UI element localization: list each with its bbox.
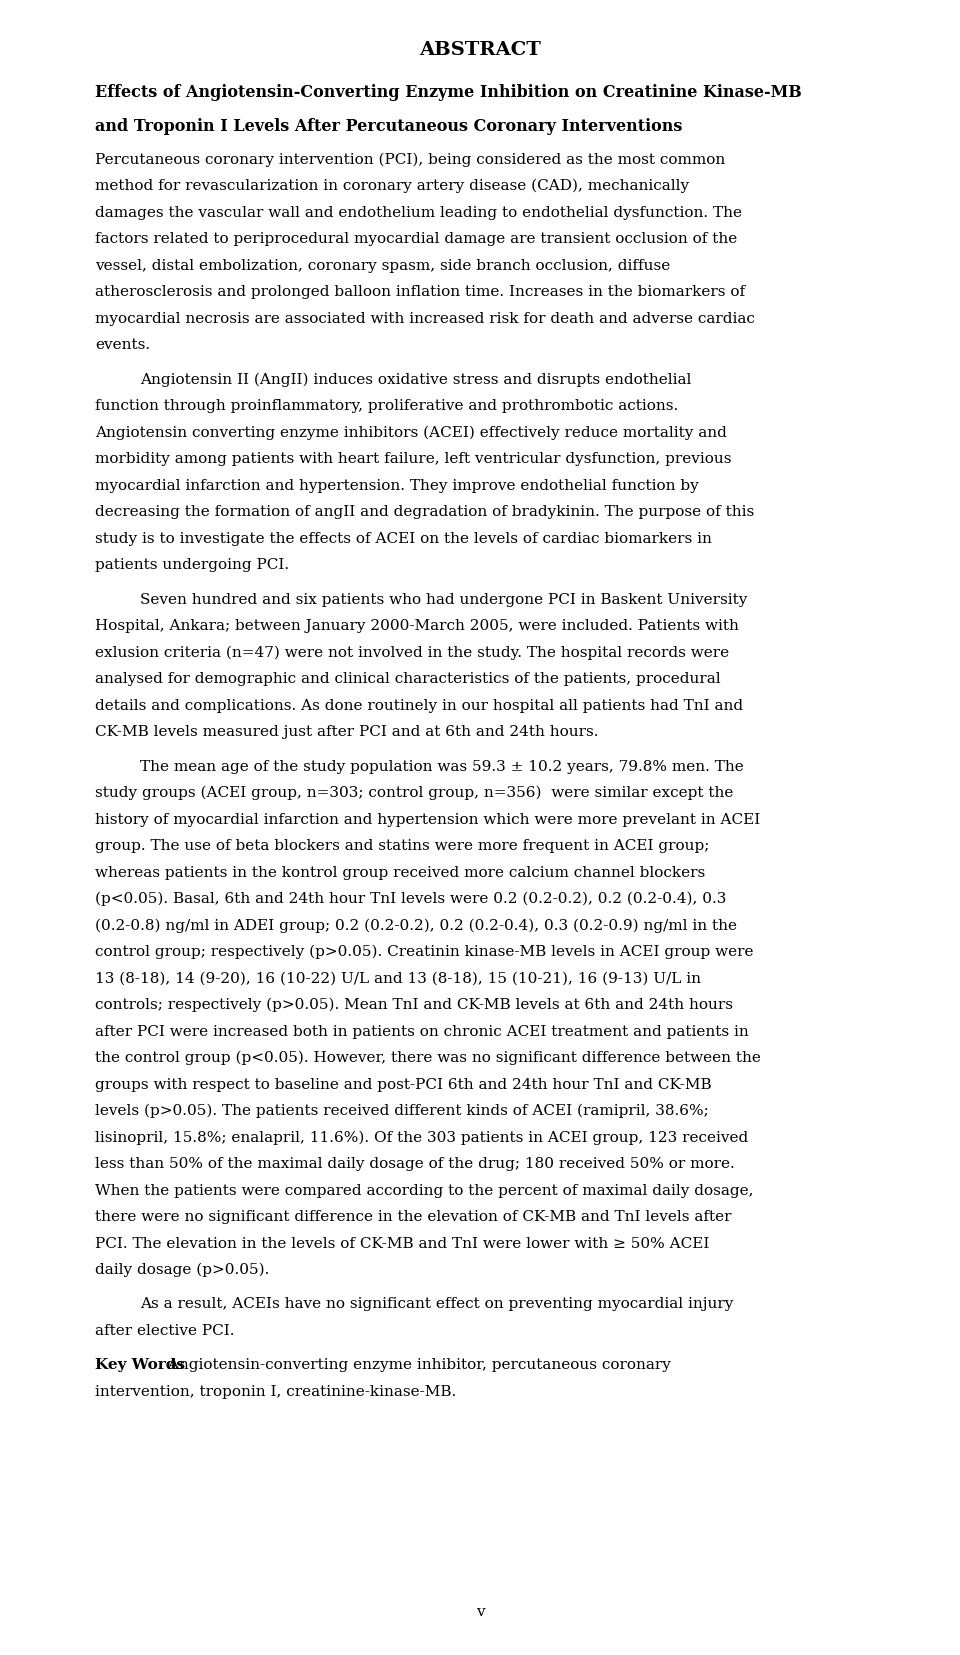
Text: group. The use of beta blockers and statins were more frequent in ACEI group;: group. The use of beta blockers and stat… — [95, 839, 709, 852]
Text: details and complications. As done routinely in our hospital all patients had Tn: details and complications. As done routi… — [95, 698, 743, 712]
Text: exlusion criteria (n=47) were not involved in the study. The hospital records we: exlusion criteria (n=47) were not involv… — [95, 645, 730, 659]
Text: analysed for demographic and clinical characteristics of the patients, procedura: analysed for demographic and clinical ch… — [95, 672, 721, 685]
Text: daily dosage (p>0.05).: daily dosage (p>0.05). — [95, 1261, 270, 1276]
Text: damages the vascular wall and endothelium leading to endothelial dysfunction. Th: damages the vascular wall and endotheliu… — [95, 205, 742, 220]
Text: factors related to periprocedural myocardial damage are transient occlusion of t: factors related to periprocedural myocar… — [95, 232, 737, 247]
Text: control group; respectively (p>0.05). Creatinin kinase-MB levels in ACEI group w: control group; respectively (p>0.05). Cr… — [95, 943, 754, 958]
Text: there were no significant difference in the elevation of CK-MB and TnI levels af: there were no significant difference in … — [95, 1210, 732, 1223]
Text: lisinopril, 15.8%; enalapril, 11.6%). Of the 303 patients in ACEI group, 123 rec: lisinopril, 15.8%; enalapril, 11.6%). Of… — [95, 1129, 748, 1144]
Text: after elective PCI.: after elective PCI. — [95, 1322, 234, 1337]
Text: patients undergoing PCI.: patients undergoing PCI. — [95, 558, 289, 571]
Text: Seven hundred and six patients who had undergone PCI in Baskent University: Seven hundred and six patients who had u… — [140, 592, 748, 606]
Text: atherosclerosis and prolonged balloon inflation time. Increases in the biomarker: atherosclerosis and prolonged balloon in… — [95, 285, 745, 300]
Text: after PCI were increased both in patients on chronic ACEI treatment and patients: after PCI were increased both in patient… — [95, 1024, 749, 1038]
Text: (0.2-0.8) ng/ml in ADEI group; 0.2 (0.2-0.2), 0.2 (0.2-0.4), 0.3 (0.2-0.9) ng/ml: (0.2-0.8) ng/ml in ADEI group; 0.2 (0.2-… — [95, 917, 737, 932]
Text: history of myocardial infarction and hypertension which were more prevelant in A: history of myocardial infarction and hyp… — [95, 813, 760, 826]
Text: myocardial necrosis are associated with increased risk for death and adverse car: myocardial necrosis are associated with … — [95, 311, 755, 326]
Text: PCI. The elevation in the levels of CK-MB and TnI were lower with ≥ 50% ACEI: PCI. The elevation in the levels of CK-M… — [95, 1236, 709, 1250]
Text: Angiotensin converting enzyme inhibitors (ACEI) effectively reduce mortality and: Angiotensin converting enzyme inhibitors… — [95, 425, 727, 439]
Text: study groups (ACEI group, n=303; control group, n=356)  were similar except the: study groups (ACEI group, n=303; control… — [95, 784, 733, 799]
Text: When the patients were compared according to the percent of maximal daily dosage: When the patients were compared accordin… — [95, 1183, 754, 1197]
Text: method for revascularization in coronary artery disease (CAD), mechanically: method for revascularization in coronary… — [95, 179, 689, 194]
Text: 13 (8-18), 14 (9-20), 16 (10-22) U/L and 13 (8-18), 15 (10-21), 16 (9-13) U/L in: 13 (8-18), 14 (9-20), 16 (10-22) U/L and… — [95, 971, 701, 985]
Text: events.: events. — [95, 338, 150, 353]
Text: function through proinflammatory, proliferative and prothrombotic actions.: function through proinflammatory, prolif… — [95, 399, 679, 412]
Text: Hospital, Ankara; between January 2000-March 2005, were included. Patients with: Hospital, Ankara; between January 2000-M… — [95, 619, 739, 632]
Text: levels (p>0.05). The patients received different kinds of ACEI (ramipril, 38.6%;: levels (p>0.05). The patients received d… — [95, 1102, 708, 1117]
Text: Key Words: Key Words — [95, 1357, 185, 1372]
Text: vessel, distal embolization, coronary spasm, side branch occlusion, diffuse: vessel, distal embolization, coronary sp… — [95, 258, 670, 273]
Text: decreasing the formation of angII and degradation of bradykinin. The purpose of : decreasing the formation of angII and de… — [95, 505, 755, 518]
Text: Angiotensin-converting enzyme inhibitor, percutaneous coronary: Angiotensin-converting enzyme inhibitor,… — [163, 1357, 671, 1372]
Text: intervention, troponin I, creatinine-kinase-MB.: intervention, troponin I, creatinine-kin… — [95, 1384, 456, 1398]
Text: Effects of Angiotensin-Converting Enzyme Inhibition on Creatinine Kinase-MB: Effects of Angiotensin-Converting Enzyme… — [95, 84, 802, 101]
Text: myocardial infarction and hypertension. They improve endothelial function by: myocardial infarction and hypertension. … — [95, 478, 699, 492]
Text: study is to investigate the effects of ACEI on the levels of cardiac biomarkers : study is to investigate the effects of A… — [95, 531, 712, 544]
Text: groups with respect to baseline and post-PCI 6th and 24th hour TnI and CK-MB: groups with respect to baseline and post… — [95, 1077, 711, 1091]
Text: v: v — [476, 1604, 484, 1619]
Text: ABSTRACT: ABSTRACT — [420, 41, 540, 60]
Text: As a result, ACEIs have no significant effect on preventing myocardial injury: As a result, ACEIs have no significant e… — [140, 1296, 733, 1311]
Text: Percutaneous coronary intervention (PCI), being considered as the most common: Percutaneous coronary intervention (PCI)… — [95, 152, 725, 167]
Text: CK-MB levels measured just after PCI and at 6th and 24th hours.: CK-MB levels measured just after PCI and… — [95, 725, 598, 738]
Text: Angiotensin II (AngII) induces oxidative stress and disrupts endothelial: Angiotensin II (AngII) induces oxidative… — [140, 372, 691, 386]
Text: controls; respectively (p>0.05). Mean TnI and CK-MB levels at 6th and 24th hours: controls; respectively (p>0.05). Mean Tn… — [95, 996, 733, 1011]
Text: The mean age of the study population was 59.3 ± 10.2 years, 79.8% men. The: The mean age of the study population was… — [140, 760, 744, 773]
Text: (p<0.05). Basal, 6th and 24th hour TnI levels were 0.2 (0.2-0.2), 0.2 (0.2-0.4),: (p<0.05). Basal, 6th and 24th hour TnI l… — [95, 890, 727, 905]
Text: morbidity among patients with heart failure, left ventricular dysfunction, previ: morbidity among patients with heart fail… — [95, 452, 732, 465]
Text: the control group (p<0.05). However, there was no significant difference between: the control group (p<0.05). However, the… — [95, 1049, 761, 1064]
Text: and Troponin I Levels After Percutaneous Coronary Interventions: and Troponin I Levels After Percutaneous… — [95, 118, 683, 134]
Text: less than 50% of the maximal daily dosage of the drug; 180 received 50% or more.: less than 50% of the maximal daily dosag… — [95, 1157, 734, 1170]
Text: whereas patients in the kontrol group received more calcium channel blockers: whereas patients in the kontrol group re… — [95, 866, 706, 879]
